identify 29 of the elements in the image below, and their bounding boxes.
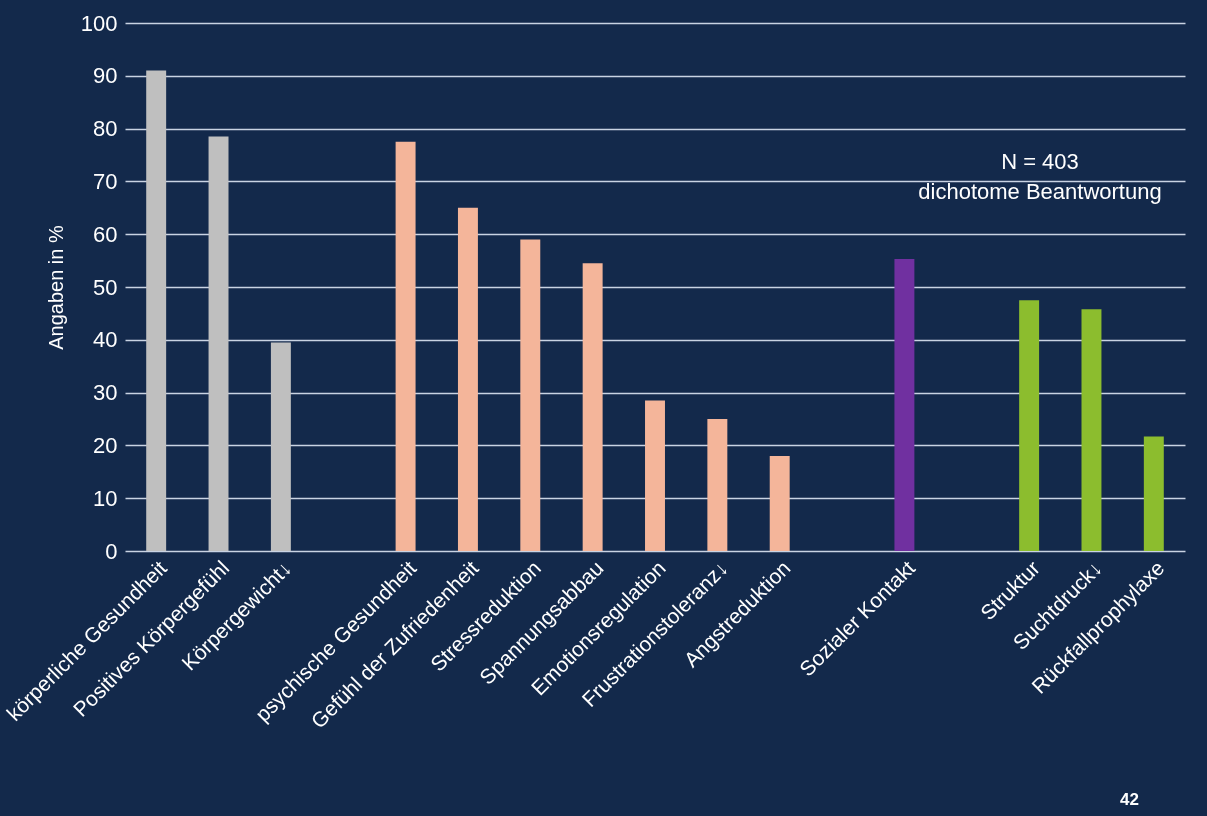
bar: [1143, 436, 1164, 551]
y-tick-label: 40: [93, 327, 118, 353]
bar: [769, 455, 790, 551]
y-tick-label: 30: [93, 380, 118, 406]
bar: [1019, 300, 1040, 551]
y-tick-label: 60: [93, 221, 118, 247]
annotation: dichotome Beantwortung: [917, 178, 1163, 206]
y-tick-label: 10: [93, 485, 118, 511]
bar: [395, 141, 416, 551]
bar: [582, 263, 603, 551]
bar: [894, 259, 915, 551]
bar: [270, 342, 291, 551]
y-tick-label: 70: [93, 168, 118, 194]
bar: [146, 70, 167, 551]
y-tick-label: 90: [93, 63, 118, 89]
text: 42: [1120, 790, 1139, 810]
y-axis-title: Angaben in %: [44, 225, 67, 350]
y-tick-label: 50: [93, 274, 118, 300]
y-tick-label: 80: [93, 116, 118, 142]
y-tick-label: 0: [105, 538, 118, 564]
bar: [707, 419, 728, 551]
bar: [1081, 309, 1102, 551]
bar: [208, 136, 229, 551]
bar: [457, 207, 478, 551]
bar: [520, 239, 541, 551]
annotation: N = 403: [1000, 148, 1080, 176]
y-tick-label: 100: [80, 10, 118, 36]
y-tick-label: 20: [93, 432, 118, 458]
bar: [645, 400, 665, 551]
